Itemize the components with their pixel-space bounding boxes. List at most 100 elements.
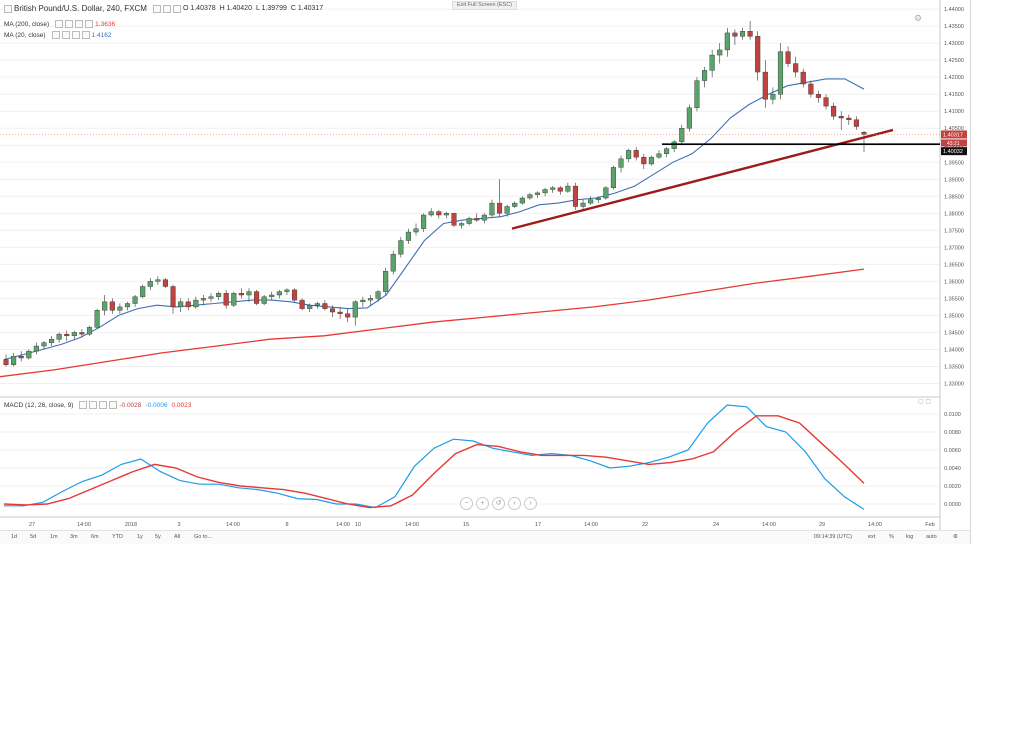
settings-icon[interactable] <box>65 20 74 28</box>
candle-body <box>352 301 358 318</box>
log-toggle[interactable]: log <box>906 534 914 540</box>
candle-body <box>329 308 336 313</box>
close-icon[interactable] <box>75 20 84 28</box>
candle-body <box>86 327 93 335</box>
scroll-left-icon[interactable]: ‹ <box>508 497 521 510</box>
percent-toggle[interactable]: % <box>889 534 894 540</box>
collapse-icon[interactable] <box>4 4 12 13</box>
price-tick-label: 1.36000 <box>944 279 964 285</box>
settings-icon[interactable] <box>162 4 171 13</box>
candle <box>550 186 556 193</box>
auto-toggle[interactable]: auto <box>926 534 937 540</box>
macd-tick-label: 0.0080 <box>944 430 961 436</box>
chart-canvas[interactable]: 1.44000 1.43500 1.43000 1.42500 1.42000 1.415… <box>0 0 970 543</box>
candle-body <box>124 303 131 308</box>
timeframe-all[interactable]: All <box>174 534 181 540</box>
price-tick-label: 1.39500 <box>944 160 964 166</box>
candle <box>428 208 434 217</box>
candle-body <box>747 31 753 37</box>
pane-controls-icon[interactable]: ▢ ▢ <box>918 399 932 405</box>
candle <box>785 46 791 67</box>
price-tick-label: 1.35500 <box>944 296 964 302</box>
candle <box>140 284 146 299</box>
exit-fullscreen-button[interactable]: Exit Full Screen (ESC) <box>452 1 518 10</box>
price-tick-label: 1.34000 <box>944 347 964 353</box>
candle-body <box>853 119 859 127</box>
candle <box>147 277 153 290</box>
candle <box>633 146 639 161</box>
reset-icon[interactable]: ↺ <box>492 497 505 510</box>
price-tick-label: 1.39000 <box>944 177 964 183</box>
candle <box>853 116 859 130</box>
macd-signal-value: 0.0023 <box>171 401 192 409</box>
more-icon[interactable] <box>81 31 90 39</box>
candle <box>284 288 290 295</box>
candle <box>200 295 206 306</box>
more-icon[interactable] <box>85 20 94 28</box>
candle <box>451 213 457 227</box>
time-tick-label: 14:00 <box>336 522 350 528</box>
candle-body <box>216 293 222 297</box>
ma200-line <box>0 268 865 378</box>
gear-icon[interactable]: ⚙ <box>914 13 923 23</box>
timeframe-5y[interactable]: 5y <box>155 534 161 540</box>
candle-body <box>588 199 594 204</box>
eye-icon[interactable] <box>152 4 161 13</box>
settings-icon[interactable] <box>89 401 98 409</box>
ma200-legend: MA (200, close) 1.3636 <box>4 20 119 28</box>
goto-date-button[interactable]: Go to... <box>194 534 213 540</box>
timeframe-1y[interactable]: 1y <box>137 534 143 540</box>
symbol-legend: British Pound/U.S. Dollar, 240, FXCM O 1… <box>4 4 327 13</box>
candle-body <box>519 197 525 204</box>
candle <box>33 342 39 355</box>
candle-body <box>193 299 199 308</box>
candle <box>443 211 449 219</box>
timeframe-6m[interactable]: 6m <box>91 534 99 540</box>
candle-body <box>337 311 343 314</box>
candle <box>542 187 548 197</box>
eye-icon[interactable] <box>55 20 64 28</box>
timeframe-1d[interactable]: 1d <box>11 534 18 540</box>
candle <box>527 192 533 200</box>
candle-body <box>102 301 108 311</box>
candle-body <box>79 332 85 335</box>
more-icon[interactable] <box>109 401 118 409</box>
close-icon[interactable] <box>99 401 108 409</box>
candle <box>398 237 404 258</box>
candle-body <box>246 291 252 296</box>
candle <box>717 43 723 64</box>
candle <box>512 201 518 209</box>
countdown-tag: 43:21 <box>947 141 960 147</box>
utc-clock[interactable]: 09:14:39 (UTC) <box>814 534 852 540</box>
candle <box>770 87 776 105</box>
timeframe-5d[interactable]: 5d <box>30 534 37 540</box>
candle <box>162 277 169 289</box>
candle <box>861 130 867 153</box>
zoom-in-icon[interactable]: + <box>476 497 489 510</box>
candle <box>481 213 487 224</box>
signal-path <box>3 415 865 509</box>
settings-icon[interactable] <box>61 31 70 39</box>
timeframe-ytd[interactable]: YTD <box>112 534 123 540</box>
ma20-legend: MA (20, close) 1.4162 <box>4 31 115 39</box>
price-tags: 1.40317 43:21 1.40032 <box>941 130 967 156</box>
candle <box>489 199 495 217</box>
candle <box>572 182 579 210</box>
timeframe-3m[interactable]: 3m <box>70 534 78 540</box>
zoom-out-icon[interactable]: − <box>460 497 473 510</box>
eye-icon[interactable] <box>79 401 88 409</box>
timeframe-1m[interactable]: 1m <box>50 534 58 540</box>
candle <box>724 27 730 57</box>
ma20-name: MA (20, close) <box>4 31 46 39</box>
close-icon[interactable] <box>71 31 80 39</box>
settings-icon[interactable]: ⚙ <box>953 534 958 540</box>
candle-body <box>208 296 214 299</box>
close-icon[interactable] <box>172 4 181 13</box>
scroll-right-icon[interactable]: › <box>524 497 537 510</box>
ext-toggle[interactable]: ext <box>868 534 876 540</box>
candle-body <box>261 296 267 304</box>
candle-body <box>618 158 624 168</box>
eye-icon[interactable] <box>51 31 60 39</box>
candle-body <box>831 105 837 117</box>
candle-body <box>572 185 579 207</box>
